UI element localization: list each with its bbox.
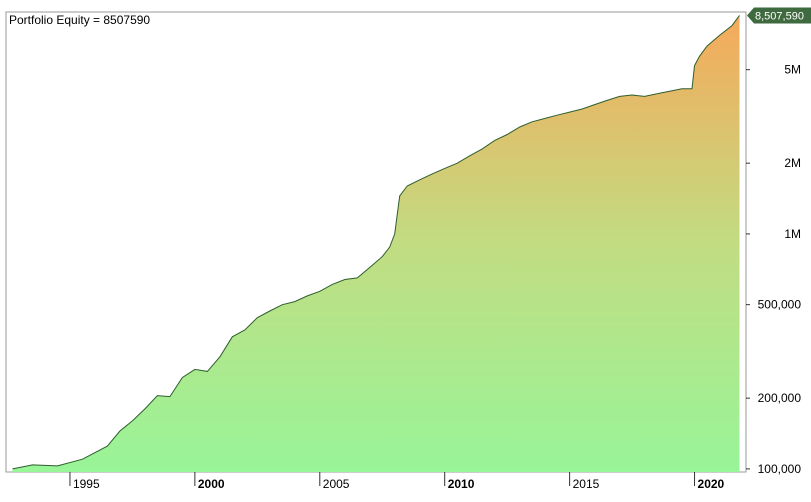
y-tick-label: 5M bbox=[784, 63, 801, 77]
y-tick-label: 500,000 bbox=[758, 298, 802, 312]
equity-line bbox=[12, 15, 740, 470]
x-tick-label: 1995 bbox=[73, 477, 100, 491]
x-tick-label: 2000 bbox=[198, 477, 225, 491]
x-tick-label: 2010 bbox=[448, 477, 475, 491]
equity-area bbox=[12, 15, 740, 473]
y-tick-label: 2M bbox=[784, 156, 801, 170]
last-value-label: 8,507,590 bbox=[755, 10, 804, 22]
chart-title: Portfolio Equity = 8507590 bbox=[9, 13, 150, 27]
y-tick-label: 1M bbox=[784, 227, 801, 241]
x-tick-label: 2020 bbox=[698, 477, 725, 491]
last-value-badge-shape bbox=[747, 7, 811, 24]
y-tick-label: 100,000 bbox=[758, 462, 802, 476]
y-tick-label: 200,000 bbox=[758, 391, 802, 405]
x-tick-label: 2015 bbox=[573, 477, 600, 491]
last-value-badge: 8,507,590 bbox=[747, 7, 811, 24]
x-tick-label: 2005 bbox=[323, 477, 350, 491]
